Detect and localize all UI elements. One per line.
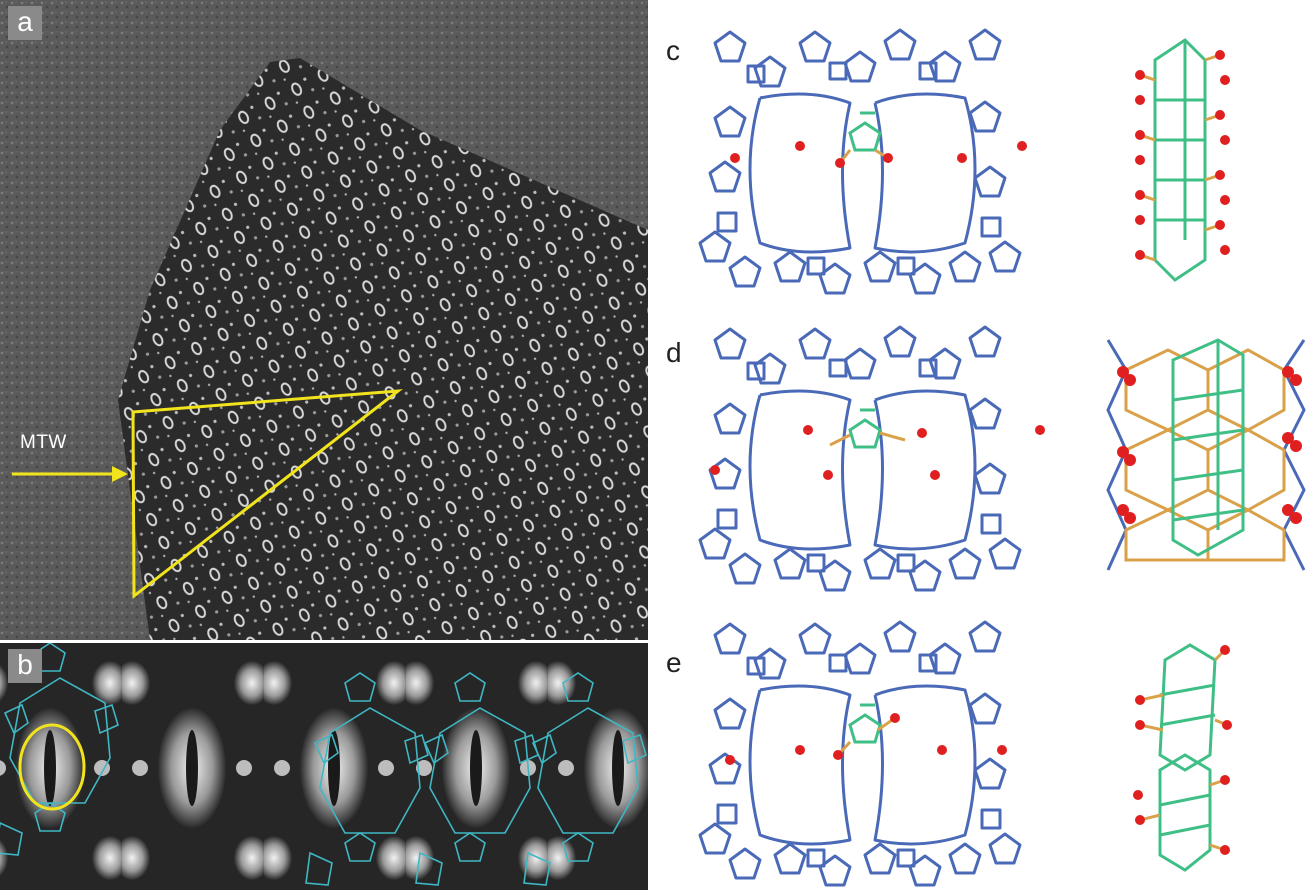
mtw-label: MTW	[20, 432, 67, 453]
panel-label-b: b	[8, 649, 42, 683]
hrtem-image-panel: a MTW	[0, 0, 648, 640]
side-view-d	[1106, 338, 1306, 571]
filtered-image-panel: b	[0, 643, 648, 890]
framework-d	[700, 327, 1045, 590]
mtw-region-triangle	[131, 389, 403, 600]
framework-e	[700, 622, 1020, 885]
panel-label-e: e	[666, 647, 682, 678]
side-view-c	[1135, 38, 1230, 282]
framework-c	[700, 30, 1027, 293]
crystal-region	[118, 58, 648, 640]
panel-label-d: d	[666, 337, 682, 368]
arrow-icon	[112, 466, 128, 482]
highlight-ellipse	[18, 723, 86, 811]
panel-label-c: c	[666, 35, 680, 66]
panel-label-a: a	[8, 6, 42, 40]
side-view-e	[1133, 643, 1232, 872]
filtered-micrograph	[0, 643, 648, 890]
hrtem-micrograph	[0, 0, 648, 640]
